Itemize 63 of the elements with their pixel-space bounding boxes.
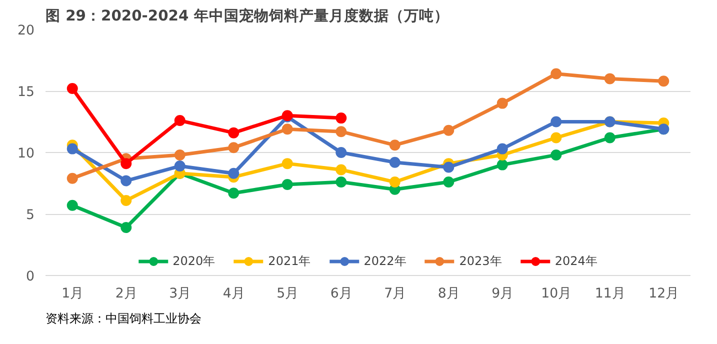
point xyxy=(228,127,240,138)
point xyxy=(174,115,186,126)
point xyxy=(120,158,132,170)
point xyxy=(66,172,78,184)
point xyxy=(658,76,670,87)
text: 资料来源：中国饲料工业协会 xyxy=(46,312,202,326)
y-tick-label: 5 xyxy=(26,208,35,223)
point xyxy=(389,156,400,168)
x-tick-label: 9月 xyxy=(492,286,514,302)
point xyxy=(66,143,78,154)
x-tick-label: 1月 xyxy=(62,286,84,302)
point xyxy=(389,140,400,151)
legend-label: 2023年 xyxy=(459,252,502,270)
point xyxy=(66,200,78,211)
point xyxy=(336,126,347,138)
point xyxy=(120,222,132,234)
point xyxy=(282,178,293,190)
point xyxy=(336,164,347,176)
point xyxy=(496,159,508,170)
point xyxy=(228,188,240,199)
point xyxy=(550,68,562,80)
point xyxy=(66,83,78,94)
x-tick-label: 11月 xyxy=(594,286,625,302)
y-tick-label: 0 xyxy=(26,270,35,284)
chart-title: 图 29：2020-2024 年中国宠物饲料产量月度数据（万吨） xyxy=(46,6,449,24)
x-tick-label: 8月 xyxy=(438,286,460,302)
point xyxy=(174,149,186,160)
x-tick-label: 5月 xyxy=(276,286,298,302)
point xyxy=(336,112,347,124)
legend-label: 2020年 xyxy=(172,252,216,270)
point xyxy=(604,132,616,144)
point xyxy=(443,124,454,136)
point xyxy=(496,98,508,109)
point xyxy=(443,176,454,188)
point xyxy=(550,132,562,144)
point xyxy=(550,116,562,128)
point xyxy=(120,175,132,186)
legend-label: 2022年 xyxy=(364,252,406,270)
x-tick-label: 12月 xyxy=(648,286,679,302)
x-tick-label: 6月 xyxy=(330,286,352,302)
point xyxy=(550,149,562,160)
legend-label: 2024年 xyxy=(554,252,598,270)
point xyxy=(604,73,616,84)
y-tick-label: 15 xyxy=(18,85,35,100)
point xyxy=(282,158,293,170)
x-tick-label: 7月 xyxy=(384,286,406,302)
point xyxy=(120,194,132,206)
point xyxy=(282,124,293,135)
point xyxy=(228,142,240,154)
point xyxy=(228,168,240,179)
x-tick-label: 4月 xyxy=(222,286,244,302)
point xyxy=(174,160,186,172)
point xyxy=(443,162,454,173)
x-tick-label: 3月 xyxy=(169,286,191,302)
point xyxy=(336,176,347,188)
y-tick-label: 20 xyxy=(18,24,35,38)
legend-label: 2021年 xyxy=(268,252,311,270)
x-tick-label: 2月 xyxy=(115,286,137,302)
x-tick-label: 10月 xyxy=(541,286,572,302)
point xyxy=(496,143,508,154)
point xyxy=(389,176,400,188)
y-tick-label: 10 xyxy=(18,146,35,162)
point xyxy=(336,147,347,158)
